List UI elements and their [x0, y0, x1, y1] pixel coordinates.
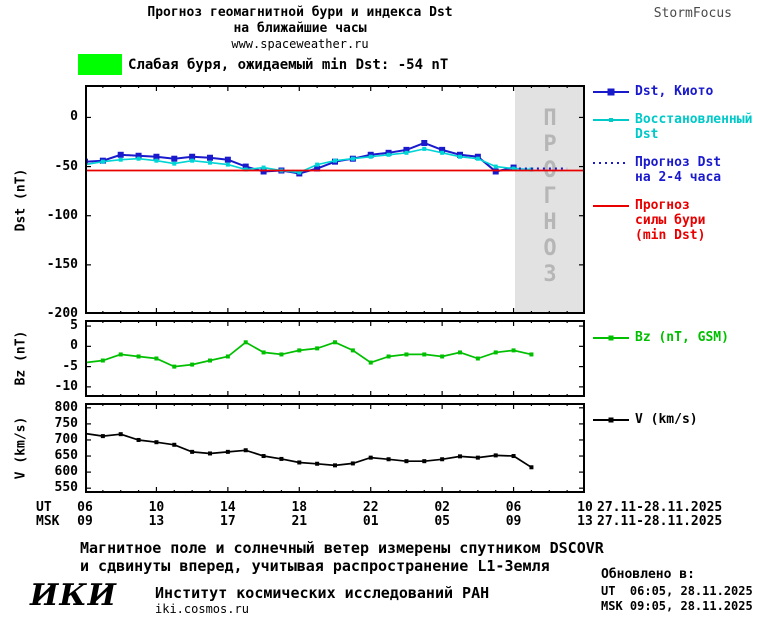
x-tick-label: 09: [77, 514, 93, 529]
bz-line: [85, 341, 532, 368]
y-tick-label: 650: [54, 448, 78, 464]
title-block: Прогноз геомагнитной бури и индекса Dst …: [0, 5, 600, 52]
legend-entry: Прогноз силы бури (min Dst): [593, 198, 752, 243]
x-tick-label: 09: [505, 514, 522, 529]
x-tick-label: 05: [434, 514, 450, 529]
y-tick-label: 0: [70, 338, 78, 354]
legend-line-icon: [593, 118, 629, 122]
ut-date-range: 27.11-28.11.2025: [597, 500, 723, 515]
y-tick-label: -200: [46, 306, 78, 321]
y-tick-label: -150: [46, 256, 78, 272]
institute-url: iki.cosmos.ru: [155, 602, 249, 616]
legend-entry: Bz (nT, GSM): [593, 330, 729, 345]
brand-label: StormFocus: [653, 6, 732, 21]
y-tick-label: -50: [54, 158, 78, 174]
updated-ut-time: UT 06:05, 28.11.2025: [601, 584, 753, 598]
legend-line-icon: [593, 88, 629, 96]
legend-label: V (km/s): [635, 412, 698, 427]
legend-entry: Восстановленный Dst: [593, 112, 752, 142]
y-tick-label: -5: [62, 358, 78, 374]
y-tick-label: 5: [70, 318, 78, 334]
dst-kyoto-line: [85, 141, 514, 175]
legend-line-icon: [593, 335, 629, 341]
x-tick-label: 10: [148, 500, 165, 515]
forecast-region-band: [515, 85, 585, 314]
legend-label: Прогноз Dst на 2-4 часа: [635, 155, 722, 185]
v-chart: [85, 403, 585, 493]
data-source-note-line2: и сдвинуты вперед, учитывая распростране…: [80, 557, 550, 575]
legend-entry: V (km/s): [593, 412, 698, 427]
updated-label: Обновлено в:: [601, 567, 695, 582]
bz-chart: [85, 320, 585, 397]
updated-msk-time: MSK 09:05, 28.11.2025: [601, 599, 753, 613]
y-tick-label: 0: [70, 109, 78, 125]
x-tick-label: 14: [220, 500, 236, 515]
y-tick-label: 800: [54, 399, 78, 415]
x-tick-label: 06: [505, 500, 522, 515]
y-tick-label: 700: [54, 431, 78, 447]
forecast-watermark-letter: Н: [543, 210, 556, 235]
x-tick-label: 13: [148, 514, 165, 529]
forecast-watermark-letter: П: [543, 106, 556, 131]
page-title-line1: Прогноз геомагнитной бури и индекса Dst: [147, 5, 453, 20]
x-tick-label: 10: [577, 500, 593, 515]
legend-line-icon: [593, 162, 629, 164]
legend-label: Восстановленный Dst: [635, 112, 753, 142]
legend-label: Dst, Киото: [635, 84, 714, 99]
storm-level-swatch: [78, 54, 122, 75]
y-tick-label: -10: [54, 378, 78, 394]
x-tick-label: 18: [291, 500, 308, 515]
bz-axis-label: Bz (nT): [13, 330, 29, 386]
legend-entry: Прогноз Dst на 2-4 часа: [593, 155, 752, 185]
bz-legend: Bz (nT, GSM): [593, 330, 729, 358]
forecast-watermark-letter: Г: [543, 184, 556, 209]
msk-date-range: 27.11-28.11.2025: [597, 514, 723, 529]
forecast-watermark-letter: О: [543, 236, 556, 261]
dst-legend: Dst, Киото Восстановленный Dst Прогноз Dst…: [593, 84, 752, 256]
y-tick-label: 600: [54, 464, 78, 480]
msk-row-label: MSK: [36, 514, 60, 529]
dst-restored-line: [85, 148, 532, 174]
y-tick-label: 750: [54, 415, 78, 431]
ut-row-label: UT: [36, 500, 52, 515]
v-axis-label: V (km/s): [13, 416, 29, 480]
legend-label: Прогноз силы бури (min Dst): [635, 198, 706, 243]
x-tick-label: 22: [362, 500, 379, 515]
legend-label: Bz (nT, GSM): [635, 330, 729, 345]
forecast-watermark-letter: З: [543, 262, 556, 287]
x-tick-label: 02: [434, 500, 450, 515]
x-tick-label: 21: [291, 514, 308, 529]
y-tick-label: 550: [54, 480, 78, 496]
dst-axis-label: Dst (nT): [13, 168, 29, 232]
y-tick-label: -100: [46, 207, 78, 223]
legend-line-icon: [593, 205, 629, 207]
institute-name: Институт космических исследований РАН: [155, 584, 490, 602]
x-tick-label: 13: [577, 514, 593, 529]
legend-line-icon: [593, 417, 629, 423]
source-url: www.spaceweather.ru: [231, 37, 369, 51]
storm-alert-text: Слабая буря, ожидаемый min Dst: -54 nT: [128, 57, 449, 73]
legend-entry: Dst, Киото: [593, 84, 752, 99]
x-tick-label: 17: [220, 514, 236, 529]
iki-logo: ИКИ: [30, 578, 117, 613]
page-title-line2: на ближайшие часы: [233, 21, 367, 36]
x-tick-label: 01: [362, 514, 379, 529]
v-line: [85, 432, 532, 469]
v-legend: V (km/s): [593, 412, 698, 440]
forecast-watermark-letter: Р: [543, 132, 556, 157]
x-tick-label: 06: [77, 500, 93, 515]
data-source-note-line1: Магнитное поле и солнечный ветер измерен…: [80, 539, 604, 557]
